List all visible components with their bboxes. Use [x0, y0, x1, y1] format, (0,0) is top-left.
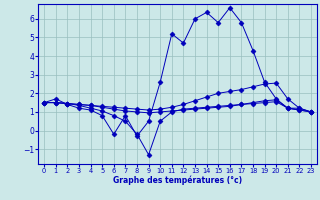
- X-axis label: Graphe des températures (°c): Graphe des températures (°c): [113, 176, 242, 185]
